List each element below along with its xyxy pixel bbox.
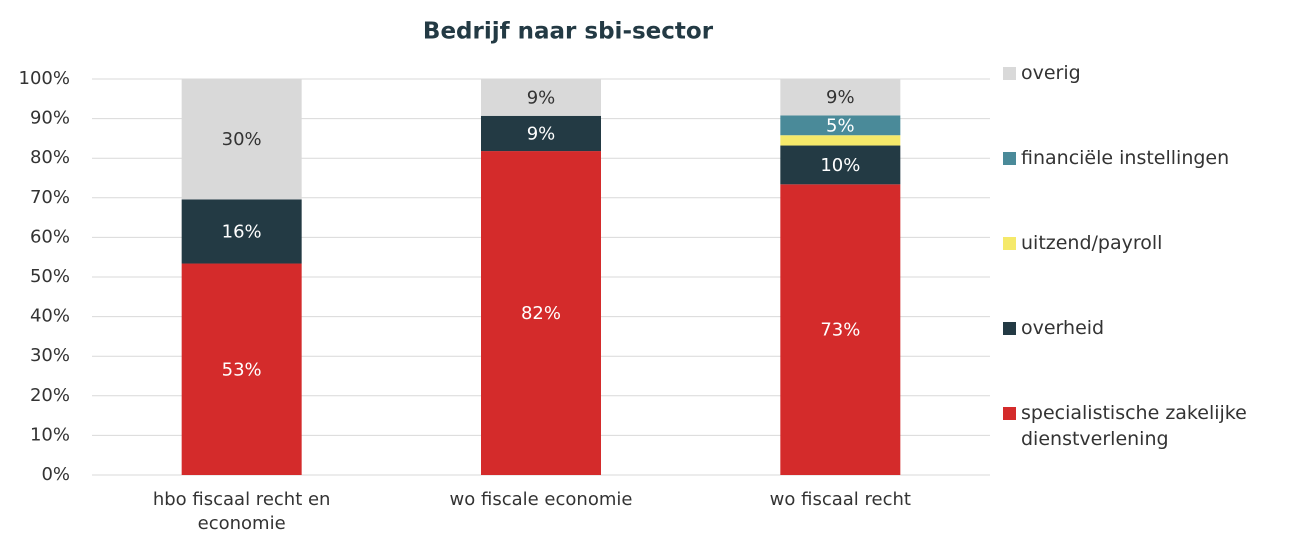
bar-segment (481, 151, 601, 475)
chart-title: Bedrijf naar sbi-sector (423, 19, 714, 45)
data-label: 9% (826, 87, 855, 108)
bar-segment (780, 115, 901, 136)
legend-label: financiële instellingen (1003, 145, 1313, 171)
y-tick-label: 30% (30, 345, 70, 366)
bar-segment (780, 79, 901, 116)
y-tick-label: 20% (30, 385, 70, 406)
y-tick-label: 90% (30, 108, 70, 129)
data-label: 5% (826, 115, 855, 136)
y-tick-label: 100% (19, 68, 70, 89)
bar-segment (780, 135, 901, 146)
y-tick-label: 70% (30, 187, 70, 208)
bar-segment (780, 184, 901, 475)
data-label: 30% (222, 129, 262, 150)
bar-segment (181, 263, 302, 475)
y-tick-label: 80% (30, 147, 70, 168)
legend-label: specialistische zakelijke dienstverlenin… (1003, 400, 1313, 452)
legend-swatch (1003, 322, 1016, 335)
legend-label: uitzend/payroll (1003, 230, 1313, 256)
y-tick-label: 40% (30, 306, 70, 327)
data-label: 10% (820, 155, 860, 176)
legend-label: overheid (1003, 315, 1313, 341)
data-label: 9% (527, 87, 556, 108)
x-tick-label: hbo fiscaal recht en economie (152, 489, 331, 534)
y-tick-label: 0% (41, 464, 70, 485)
x-tick-label: wo fiscaal recht (769, 489, 911, 510)
y-tick-label: 10% (30, 424, 70, 445)
legend-swatch (1003, 407, 1016, 420)
y-tick-label: 60% (30, 226, 70, 247)
bar-segment (780, 145, 901, 185)
data-label: 53% (222, 359, 262, 380)
legend-swatch (1003, 237, 1016, 250)
data-label: 73% (820, 320, 860, 341)
legend-label: overig (1003, 60, 1313, 86)
bar-segment (181, 199, 302, 264)
bar-segment (181, 79, 302, 200)
legend-swatch (1003, 152, 1016, 165)
data-label: 16% (222, 221, 262, 242)
x-tick-label: wo fiscale economie (449, 489, 633, 510)
bar-segment (481, 79, 601, 116)
y-tick-label: 50% (30, 266, 70, 287)
legend-swatch (1003, 67, 1016, 80)
bar-segment (481, 115, 601, 152)
data-label: 9% (527, 123, 556, 144)
data-label: 82% (521, 303, 561, 324)
